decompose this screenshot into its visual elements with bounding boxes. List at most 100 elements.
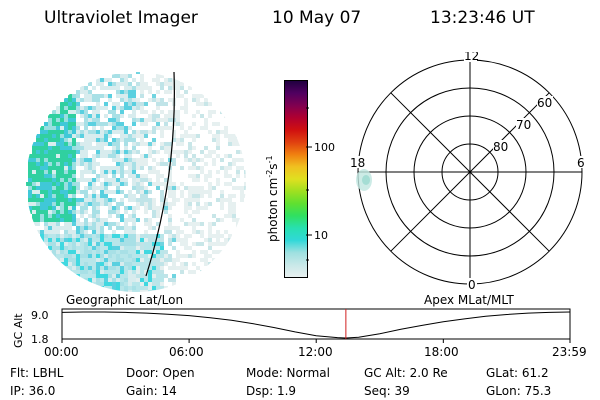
disk-pixel [52,250,56,254]
disk-pixel [36,154,40,158]
disk-pixel [68,250,72,254]
disk-pixel [108,278,112,282]
disk-pixel [64,190,68,194]
disk-pixel [212,134,216,138]
disk-pixel [76,134,80,138]
disk-pixel [232,134,236,138]
disk-pixel [232,218,236,222]
disk-pixel [68,270,72,274]
disk-pixel [108,254,112,258]
disk-pixel [188,270,192,274]
disk-pixel [232,178,236,182]
disk-pixel [140,190,144,194]
disk-pixel [144,206,148,210]
disk-pixel [148,146,152,150]
disk-pixel [140,282,144,286]
disk-pixel [72,158,76,162]
disk-pixel [80,154,84,158]
disk-pixel [108,110,112,114]
disk-pixel [60,194,64,198]
disk-pixel [56,114,60,118]
disk-pixel [172,198,176,202]
disk-pixel [36,194,40,198]
disk-pixel [96,150,100,154]
disk-pixel [168,238,172,242]
disk-pixel [228,174,232,178]
disk-pixel [120,122,124,126]
disk-pixel [44,162,48,166]
disk-pixel [124,102,128,106]
disk-pixel [124,178,128,182]
disk-pixel [84,210,88,214]
disk-pixel [68,170,72,174]
disk-pixel [208,102,212,106]
colorbar [284,80,308,278]
disk-pixel [180,122,184,126]
disk-pixel [164,82,168,86]
disk-pixel [128,218,132,222]
disk-pixel [124,230,128,234]
disk-pixel [96,174,100,178]
disk-pixel [68,158,72,162]
disk-pixel [60,134,64,138]
disk-pixel [72,222,76,226]
disk-pixel [80,170,84,174]
disk-pixel [32,154,36,158]
disk-pixel [216,134,220,138]
disk-pixel [84,234,88,238]
disk-pixel [144,190,148,194]
disk-pixel [212,158,216,162]
disk-pixel [164,90,168,94]
disk-pixel [128,274,132,278]
disk-pixel [76,234,80,238]
disk-pixel [68,114,72,118]
disk-pixel [48,250,52,254]
disk-pixel [56,106,60,110]
disk-pixel [188,246,192,250]
disk-pixel [64,238,68,242]
disk-pixel [36,198,40,202]
disk-pixel [80,90,84,94]
disk-pixel [52,202,56,206]
disk-pixel [200,242,204,246]
disk-pixel [220,198,224,202]
disk-pixel [104,154,108,158]
disk-pixel [44,206,48,210]
disk-pixel [88,82,92,86]
disk-pixel [52,234,56,238]
disk-pixel [68,210,72,214]
disk-pixel [172,150,176,154]
disk-pixel [192,270,196,274]
disk-pixel [236,174,240,178]
disk-pixel [72,178,76,182]
colorbar-unit-label: photon cm-2s-1 [265,155,280,242]
disk-pixel [96,202,100,206]
disk-pixel [168,86,172,90]
disk-pixel [40,194,44,198]
disk-pixel [136,186,140,190]
disk-pixel [124,182,128,186]
disk-pixel [64,182,68,186]
disk-pixel [120,274,124,278]
disk-pixel [72,106,76,110]
disk-pixel [112,106,116,110]
disk-pixel [152,262,156,266]
disk-pixel [124,134,128,138]
disk-pixel [68,258,72,262]
disk-pixel [172,158,176,162]
disk-pixel [152,238,156,242]
disk-pixel [160,162,164,166]
disk-pixel [216,234,220,238]
disk-pixel [112,130,116,134]
disk-pixel [100,258,104,262]
disk-pixel [44,142,48,146]
disk-pixel [224,114,228,118]
disk-pixel [144,134,148,138]
disk-pixel [144,246,148,250]
disk-pixel [72,202,76,206]
disk-pixel [172,182,176,186]
disk-pixel [148,274,152,278]
disk-pixel [40,186,44,190]
disk-pixel [60,262,64,266]
disk-pixel [192,250,196,254]
